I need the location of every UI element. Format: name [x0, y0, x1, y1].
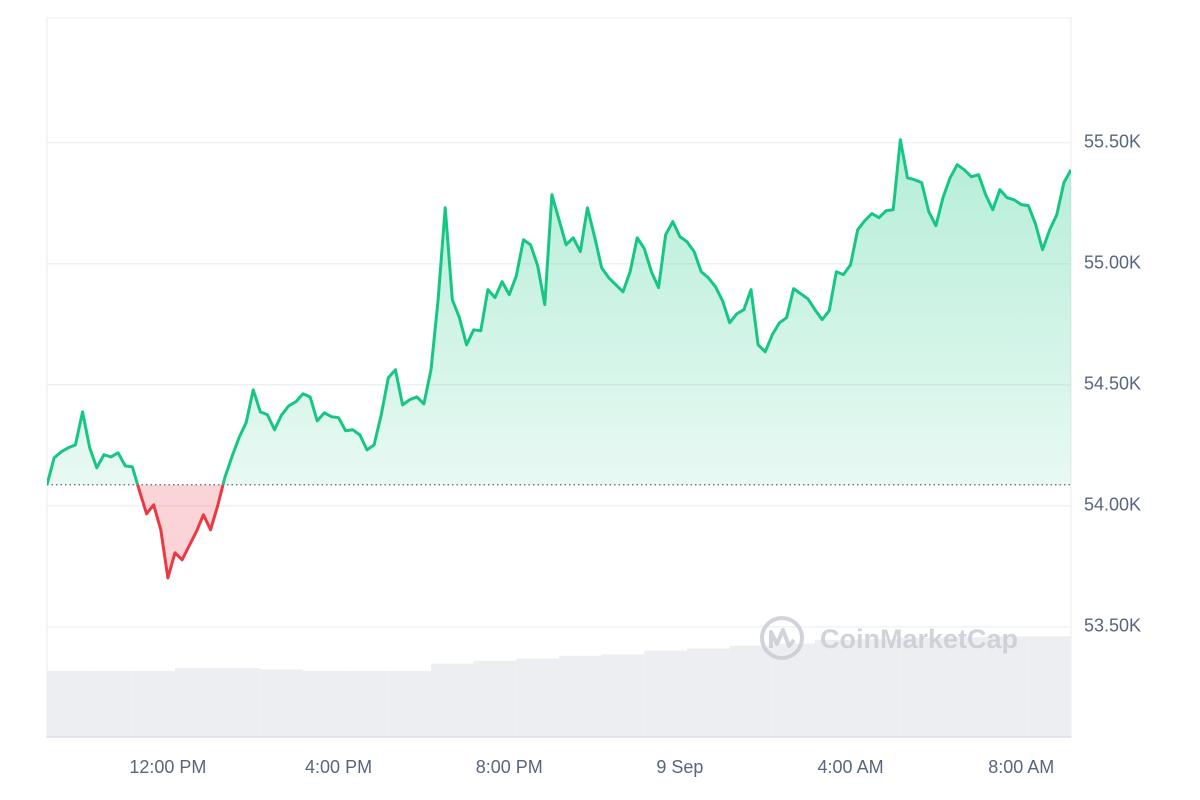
volume-bar: [473, 660, 517, 737]
volume-bar: [729, 645, 773, 737]
volume-bar: [601, 654, 645, 737]
volume-bar: [815, 639, 858, 737]
volume-bar: [431, 663, 474, 737]
x-tick-label: 8:00 PM: [476, 757, 543, 777]
volume-bar: [260, 669, 303, 737]
watermark-logo: [760, 616, 804, 660]
volume-bar: [345, 670, 389, 737]
volume-bar: [47, 670, 90, 737]
area-up: [47, 139, 1071, 485]
volume-bar: [303, 670, 346, 737]
volume-bar: [175, 667, 218, 737]
area-down: [47, 484, 1071, 578]
y-tick-label: 53.50K: [1084, 616, 1141, 636]
watermark: CoinMarketCap: [760, 616, 1018, 660]
volume-bar: [644, 650, 687, 737]
y-tick-label: 54.50K: [1084, 374, 1141, 394]
y-tick-label: 54.00K: [1084, 495, 1141, 515]
volume-bar: [388, 670, 431, 737]
volume-bar: [559, 655, 602, 737]
volume-bar: [857, 639, 901, 737]
x-tick-label: 12:00 PM: [129, 757, 206, 777]
x-tick-label: 9 Sep: [656, 757, 703, 777]
y-tick-label: 55.00K: [1084, 252, 1141, 272]
price-line-down: [47, 484, 225, 580]
x-tick-label: 8:00 AM: [988, 757, 1054, 777]
volume-bar: [89, 670, 133, 737]
volume-bar: [1028, 636, 1071, 737]
x-tick-label: 4:00 PM: [305, 757, 372, 777]
volume-bar: [516, 658, 559, 737]
volume-bar: [217, 667, 261, 737]
x-tick-label: 4:00 AM: [818, 757, 884, 777]
price-line-up: [47, 138, 1071, 485]
volume-bar: [900, 637, 943, 737]
volume-bar: [687, 648, 730, 737]
y-tick-label: 55.50K: [1084, 131, 1141, 151]
volume-bar: [132, 670, 175, 737]
volume-bar: [943, 637, 986, 737]
watermark-text: CoinMarketCap: [820, 624, 1018, 654]
volume-bar: [985, 636, 1029, 737]
watermark-logo-mark: [769, 628, 796, 648]
